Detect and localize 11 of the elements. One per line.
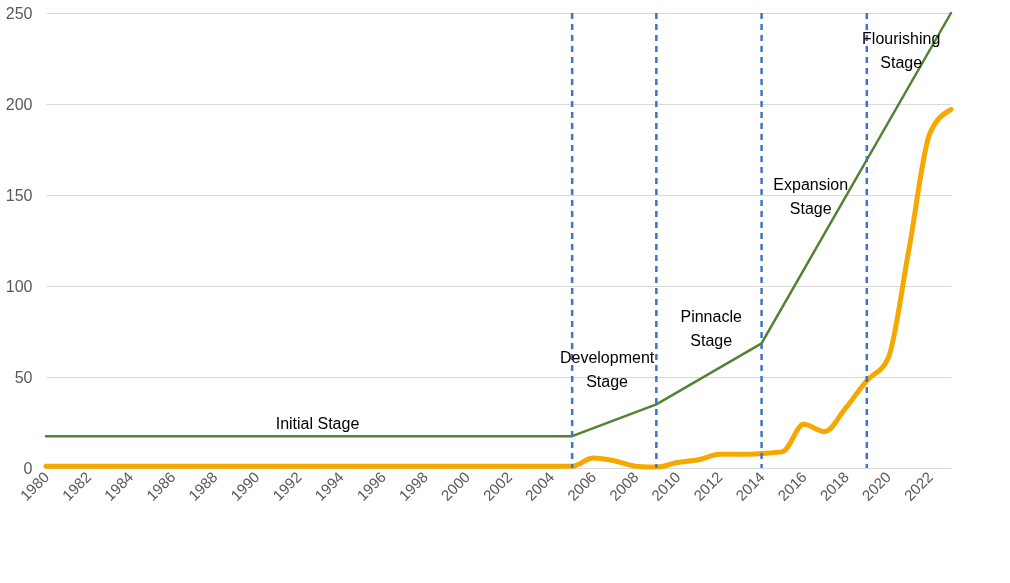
y-tick-label: 50 xyxy=(14,368,33,386)
y-tick-label: 150 xyxy=(5,186,33,204)
y-tick-label: 0 xyxy=(23,459,33,477)
annotation: Pinnacle Stage xyxy=(680,307,742,349)
annotation: Development Stage xyxy=(559,348,655,390)
y-tick-label: 250 xyxy=(5,4,33,22)
annotation: Expansion Stage xyxy=(773,175,849,217)
annotation: Initial Stage xyxy=(275,414,360,432)
y-tick-label: 100 xyxy=(5,277,33,295)
line-series xyxy=(44,11,953,438)
y-tick-label: 200 xyxy=(5,95,33,113)
